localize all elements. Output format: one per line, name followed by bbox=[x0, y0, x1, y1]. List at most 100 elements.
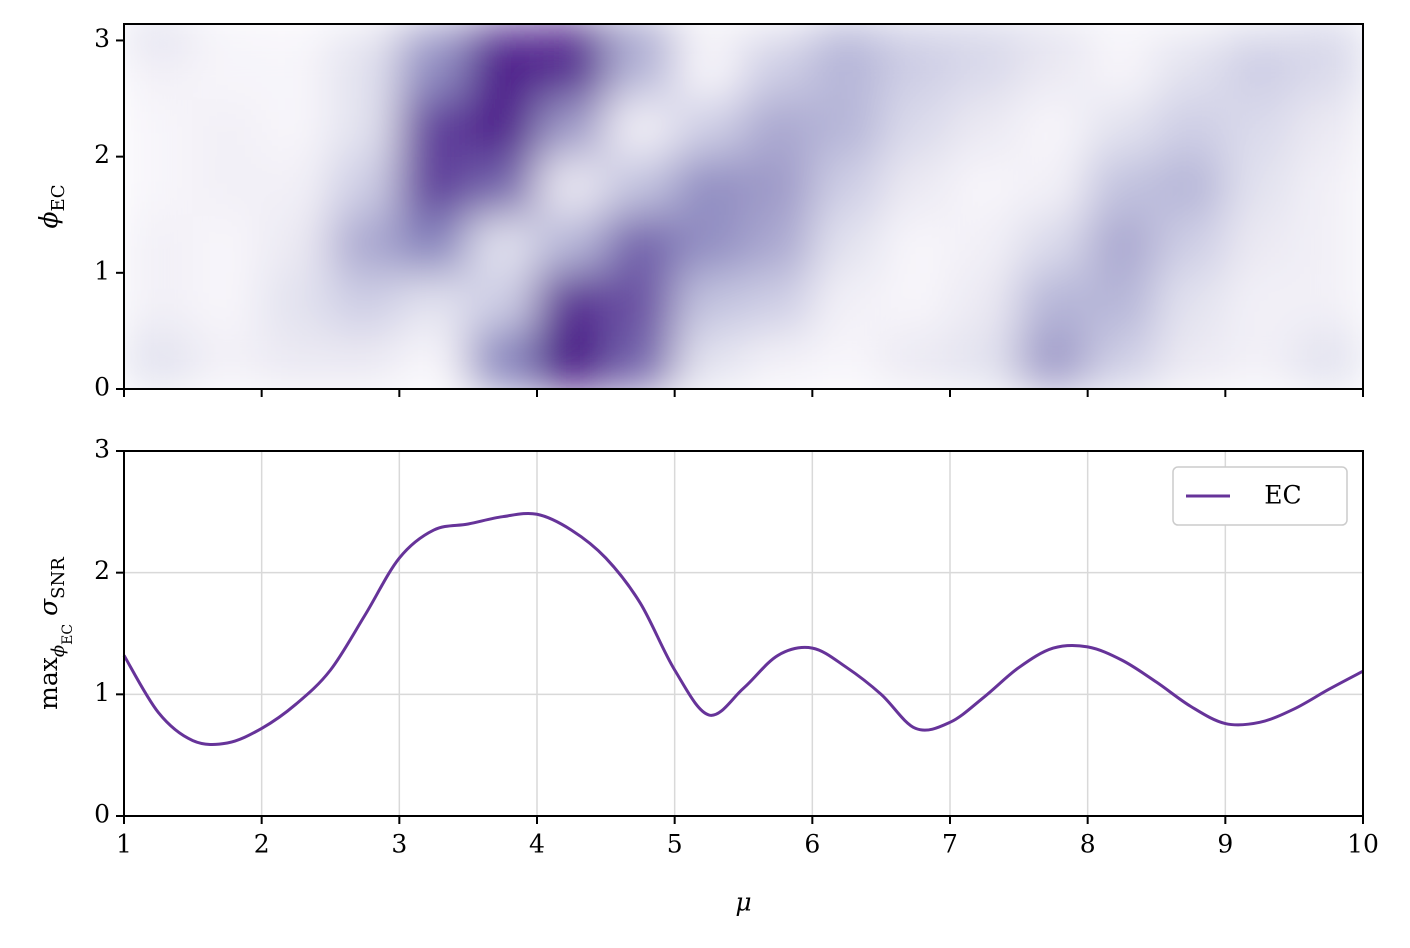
heatmap-cell bbox=[605, 330, 676, 389]
heatmap-cell bbox=[1018, 330, 1089, 389]
heatmap-cell bbox=[536, 24, 607, 41]
heatmap-cell bbox=[811, 156, 882, 216]
axes-frame bbox=[123, 23, 1364, 390]
x-tick-label: 5 bbox=[667, 830, 683, 859]
heatmap-cell bbox=[467, 330, 538, 389]
heatmap-cell bbox=[743, 39, 813, 100]
heatmap-cell bbox=[1018, 39, 1089, 100]
heatmap-cell bbox=[330, 156, 400, 216]
heatmap-cell bbox=[192, 98, 263, 158]
x-tick-label: 9 bbox=[1217, 830, 1233, 859]
heatmap-cell bbox=[674, 272, 744, 332]
heatmap-cell bbox=[743, 24, 813, 41]
x-tick-label: 8 bbox=[1080, 830, 1096, 859]
heatmap-cell bbox=[811, 24, 882, 41]
heatmap-cell bbox=[536, 39, 607, 100]
y-axis-label-part: SNR bbox=[48, 557, 69, 599]
y-tick-label: 2 bbox=[94, 556, 110, 585]
heatmap-cell bbox=[1087, 24, 1157, 41]
heatmap-cell bbox=[811, 214, 882, 274]
heatmap-cells bbox=[124, 24, 1363, 389]
y-axis-label-part: ϕ bbox=[48, 645, 69, 657]
heatmap-cell bbox=[743, 98, 813, 158]
heatmap-cell bbox=[674, 214, 744, 274]
y-axis-label-part: EC bbox=[60, 624, 76, 645]
heatmap-cell bbox=[605, 214, 676, 274]
heatmap-cell bbox=[1224, 24, 1295, 41]
heatmap-cell bbox=[398, 214, 469, 274]
heatmap-cell bbox=[1224, 39, 1295, 100]
heatmap-cell bbox=[880, 272, 951, 332]
heatmap-cell bbox=[1018, 272, 1089, 332]
heatmap-cell bbox=[605, 98, 676, 158]
y-axis-label: ϕEC bbox=[34, 185, 70, 229]
heatmap-cell bbox=[811, 330, 882, 389]
x-tick-label: 6 bbox=[804, 830, 820, 859]
y-axis-label: maxϕEC σSNR bbox=[34, 557, 77, 710]
heatmap-cell bbox=[398, 24, 469, 41]
heatmap-cell bbox=[261, 214, 331, 274]
heatmap-cell bbox=[124, 272, 194, 332]
heatmap-cell bbox=[261, 39, 331, 100]
heatmap-cell bbox=[880, 214, 951, 274]
heatmap-cell bbox=[1156, 330, 1226, 389]
heatmap-cell bbox=[261, 156, 331, 216]
y-axis-label-part: max bbox=[34, 657, 63, 710]
heatmap-cell bbox=[261, 98, 331, 158]
heatmap-cell bbox=[536, 214, 607, 274]
heatmap-cell bbox=[880, 330, 951, 389]
heatmap-cell bbox=[1087, 156, 1157, 216]
heatmap-cell bbox=[330, 39, 400, 100]
heatmap-cell bbox=[467, 39, 538, 100]
heatmap-cell bbox=[330, 272, 400, 332]
heatmap-cell bbox=[124, 156, 194, 216]
heatmap-cell bbox=[1156, 156, 1226, 216]
heatmap-cell bbox=[1224, 214, 1295, 274]
heatmap-cell bbox=[1087, 214, 1157, 274]
x-tick-label: 10 bbox=[1347, 830, 1379, 859]
heatmap-cell bbox=[1156, 214, 1226, 274]
heatmap-cell bbox=[949, 272, 1020, 332]
heatmap-cell bbox=[330, 214, 400, 274]
heatmap-cell bbox=[192, 214, 263, 274]
axes-frame bbox=[123, 450, 1364, 817]
x-tick-label: 2 bbox=[254, 830, 270, 859]
heatmap-cell bbox=[467, 156, 538, 216]
heatmap-cell bbox=[261, 330, 331, 389]
heatmap-cell bbox=[330, 24, 400, 41]
heatmap-cell bbox=[1293, 98, 1363, 158]
heatmap-cell bbox=[536, 98, 607, 158]
y-axis-label-part: ϕ bbox=[34, 211, 63, 228]
heatmap-cell bbox=[192, 39, 263, 100]
heatmap-cell bbox=[880, 98, 951, 158]
heatmap-cell bbox=[949, 214, 1020, 274]
heatmap-cell bbox=[949, 24, 1020, 41]
heatmap-cell bbox=[398, 272, 469, 332]
heatmap-cell bbox=[536, 272, 607, 332]
heatmap-cell bbox=[1293, 156, 1363, 216]
heatmap-cell bbox=[124, 24, 194, 41]
heatmap-cell bbox=[330, 98, 400, 158]
heatmap-cell bbox=[880, 24, 951, 41]
legend-box bbox=[1172, 466, 1348, 526]
heatmap-cell bbox=[1087, 39, 1157, 100]
x-axis-label: μ bbox=[735, 888, 751, 917]
heatmap-cell bbox=[1087, 272, 1157, 332]
y-tick-label: 0 bbox=[94, 800, 110, 829]
heatmap-cell bbox=[1156, 272, 1226, 332]
heatmap-cell bbox=[467, 214, 538, 274]
heatmap-cell bbox=[674, 156, 744, 216]
heatmap-cell bbox=[398, 156, 469, 216]
heatmap-cell bbox=[674, 24, 744, 41]
heatmap-cell bbox=[1156, 98, 1226, 158]
heatmap-cell bbox=[811, 98, 882, 158]
heatmap-cell bbox=[743, 214, 813, 274]
x-tick-label: 1 bbox=[116, 830, 132, 859]
heatmap-cell bbox=[192, 24, 263, 41]
heatmap-cell bbox=[1224, 272, 1295, 332]
heatmap-cell bbox=[1293, 330, 1363, 389]
heatmap-cell bbox=[124, 39, 194, 100]
y-axis-label-part: σ bbox=[34, 598, 63, 616]
heatmap-cell bbox=[1018, 98, 1089, 158]
